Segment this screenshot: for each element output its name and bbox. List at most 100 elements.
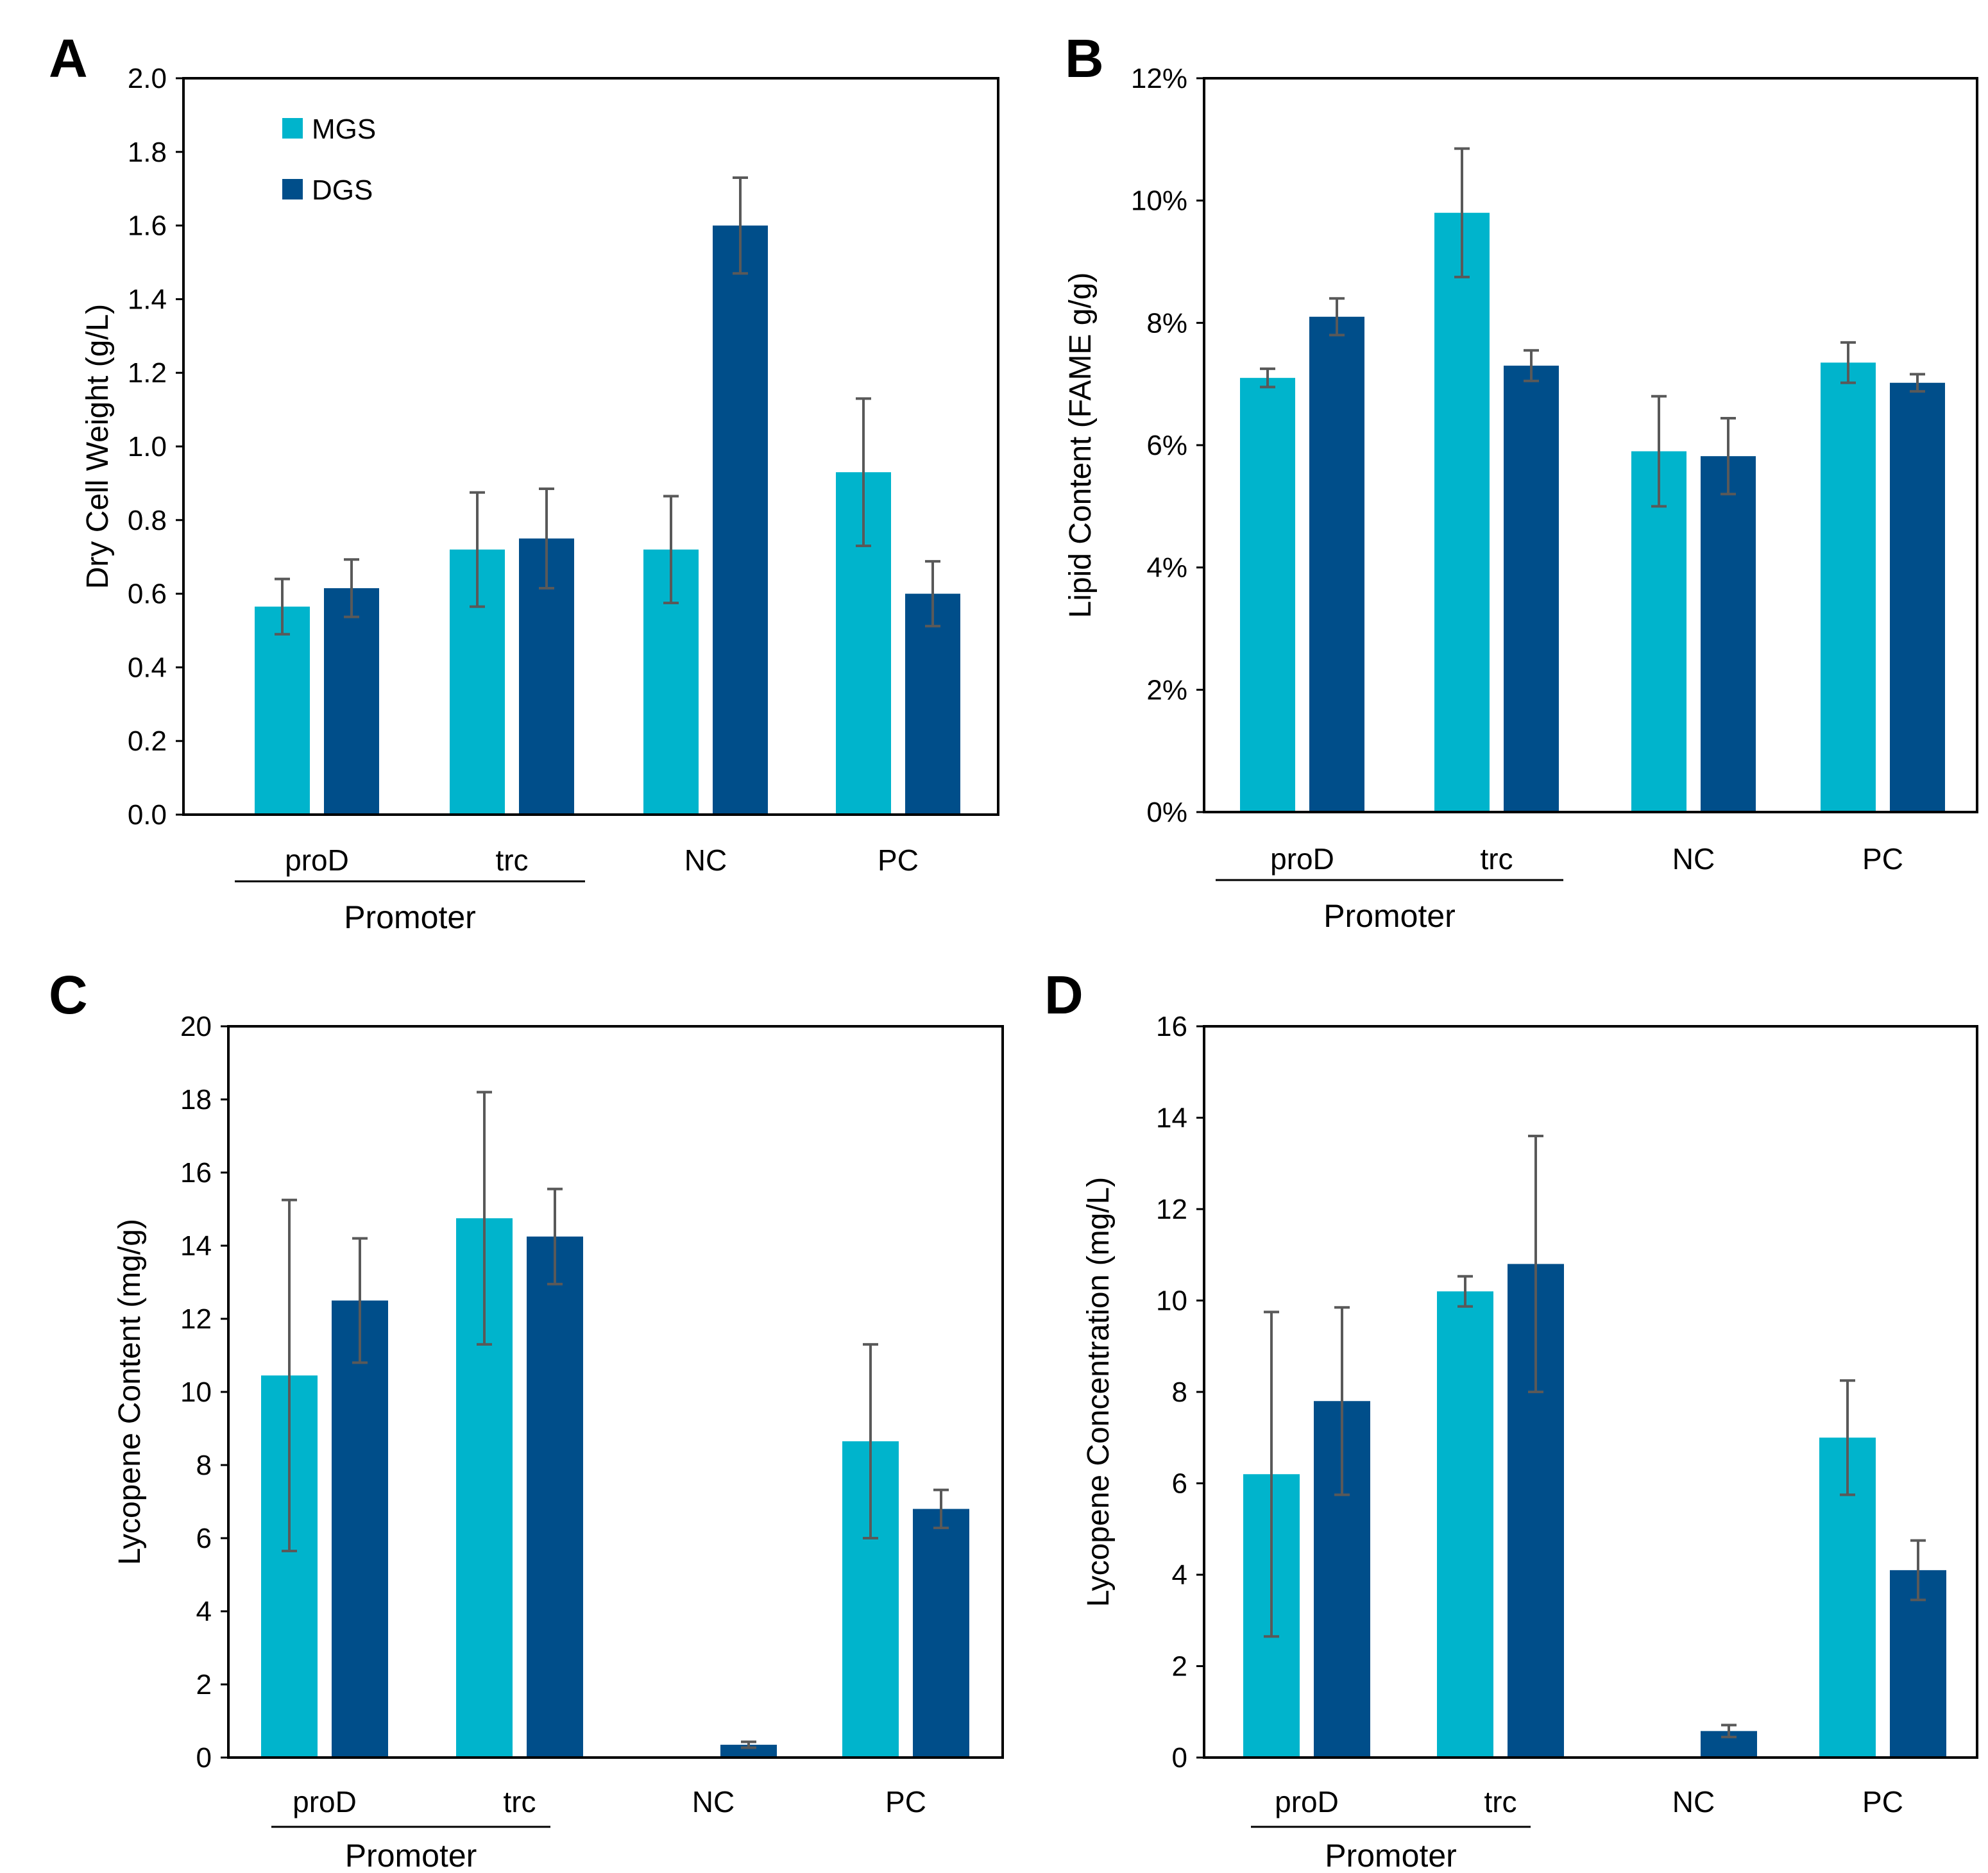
category-label: proD bbox=[1270, 842, 1334, 876]
bar-dgs-nc bbox=[1701, 456, 1756, 812]
chart-panel-a: A 0.0 0.2 0.4 0.6 0.8 1.0 1.2 1.4 1.6 1.8 2.0 Dry Ce… bbox=[49, 28, 999, 935]
error-bar-mgs-pc bbox=[856, 397, 871, 547]
y-tick-label: 0.8 bbox=[128, 505, 167, 536]
y-tick-label: 14 bbox=[1156, 1103, 1187, 1134]
y-tick-label: 2% bbox=[1146, 674, 1187, 706]
bar-mgs-nc bbox=[1631, 451, 1686, 812]
category-label: trc bbox=[1484, 1785, 1516, 1818]
y-tick-label: 8% bbox=[1146, 307, 1187, 339]
y-axis-title: Lipid Content (FAME g/g) bbox=[1064, 273, 1098, 618]
panel-letter: B bbox=[1065, 28, 1104, 89]
category-label: PC bbox=[1862, 1785, 1903, 1818]
error-bar-mgs-nc bbox=[1651, 394, 1667, 508]
bar-mgs-pc bbox=[1821, 362, 1876, 812]
bar-dgs-pc bbox=[905, 593, 960, 815]
error-bar-dgs-trc bbox=[539, 487, 554, 589]
y-tick-label: 4% bbox=[1146, 552, 1187, 584]
error-bar-mgs-pc bbox=[1840, 1379, 1855, 1496]
category-label: PC bbox=[1862, 842, 1903, 876]
error-bar-mgs-trc bbox=[477, 1090, 492, 1346]
category-label: proD bbox=[293, 1785, 357, 1818]
y-tick-label: 10 bbox=[180, 1377, 212, 1408]
error-bar-mgs-nc bbox=[663, 495, 679, 604]
y-tick-label: 16 bbox=[180, 1157, 212, 1189]
error-bar-dgs-prod bbox=[1329, 297, 1345, 337]
y-tick-label: 4 bbox=[196, 1596, 212, 1627]
error-bar-dgs-nc bbox=[1720, 417, 1736, 496]
legend-swatch-dgs bbox=[282, 179, 303, 199]
bar-mgs-trc bbox=[1434, 212, 1490, 812]
y-tick-label: 0 bbox=[1172, 1742, 1187, 1774]
error-bar-dgs-trc bbox=[547, 1187, 563, 1285]
error-bar-mgs-prod bbox=[275, 577, 290, 636]
panel-letter: D bbox=[1044, 965, 1083, 1025]
y-tick-label: 1.8 bbox=[128, 137, 167, 168]
y-tick-label: 20 bbox=[180, 1011, 212, 1042]
y-tick-label: 14 bbox=[180, 1230, 212, 1262]
y-tick-label: 12 bbox=[1156, 1194, 1187, 1225]
y-tick-label: 0% bbox=[1146, 797, 1187, 828]
category-label: PC bbox=[878, 843, 919, 877]
error-bar-mgs-pc bbox=[1840, 341, 1856, 384]
y-tick-label: 0 bbox=[196, 1742, 212, 1774]
category-label: NC bbox=[684, 843, 727, 877]
legend-swatch-mgs bbox=[282, 118, 303, 139]
y-tick-label: 1.2 bbox=[128, 357, 167, 389]
y-tick-label: 12 bbox=[180, 1303, 212, 1335]
y-axis-title: Lycopene Content (mg/g) bbox=[113, 1219, 147, 1565]
legend-label: MGS bbox=[312, 114, 376, 145]
category-label: trc bbox=[495, 843, 528, 877]
category-label: NC bbox=[1672, 842, 1715, 876]
error-bar-dgs-pc bbox=[925, 560, 940, 628]
y-tick-label: 8 bbox=[1172, 1377, 1187, 1408]
bar-mgs-prod bbox=[255, 606, 310, 815]
error-bar-dgs-prod bbox=[344, 558, 359, 618]
error-bar-dgs-pc bbox=[1910, 373, 1925, 393]
category-label: trc bbox=[503, 1785, 536, 1818]
error-bar-dgs-nc bbox=[741, 1740, 756, 1749]
error-bar-dgs-trc bbox=[1524, 349, 1539, 382]
error-bar-mgs-trc bbox=[470, 491, 485, 608]
bar-dgs-trc bbox=[1504, 366, 1559, 812]
category-label: proD bbox=[285, 843, 349, 877]
error-bar-dgs-prod bbox=[1334, 1306, 1350, 1496]
bar-mgs-trc bbox=[1437, 1291, 1493, 1758]
chart-panel-d: D 0 2 4 6 8 10 12 14 16 Lycopene Concentration (mg… bbox=[1044, 965, 1978, 1873]
error-bar-dgs-prod bbox=[352, 1237, 368, 1364]
y-axis-title: Dry Cell Weight (g/L) bbox=[81, 304, 115, 589]
group-label: Promoter bbox=[1325, 1838, 1457, 1873]
y-tick-label: 0.6 bbox=[128, 579, 167, 610]
chart-panel-b: B 0% 2% 4% 6% 8% 10% 12% Lipid Content (FAME g/g… bbox=[1064, 28, 1978, 934]
category-label: PC bbox=[885, 1785, 926, 1818]
y-tick-label: 12% bbox=[1131, 63, 1187, 94]
y-tick-label: 2.0 bbox=[128, 63, 167, 94]
y-tick-label: 2 bbox=[196, 1669, 212, 1700]
y-tick-label: 0.4 bbox=[128, 652, 167, 683]
y-tick-label: 8 bbox=[196, 1450, 212, 1481]
y-tick-label: 1.0 bbox=[128, 431, 167, 462]
y-tick-label: 2 bbox=[1172, 1651, 1187, 1682]
chart-panel-c: C 0 2 4 6 8 10 12 14 16 18 20 Lycopene Content (mg/g… bbox=[49, 965, 1004, 1873]
bar-mgs-prod bbox=[1240, 378, 1295, 812]
legend: MGS DGS bbox=[282, 114, 376, 206]
panel-letter: A bbox=[49, 28, 88, 89]
y-tick-label: 0.2 bbox=[128, 725, 167, 757]
bar-dgs-nc bbox=[713, 225, 768, 815]
y-axis-title: Lycopene Concentration (mg/L) bbox=[1082, 1177, 1116, 1607]
error-bar-dgs-trc bbox=[1528, 1135, 1543, 1393]
bar-dgs-pc bbox=[1890, 382, 1945, 812]
category-label: NC bbox=[692, 1785, 735, 1818]
bar-dgs-prod bbox=[332, 1300, 388, 1758]
panel-letter: C bbox=[49, 965, 88, 1025]
y-tick-label: 1.4 bbox=[128, 284, 167, 315]
group-label: Promoter bbox=[345, 1838, 477, 1873]
legend-label: DGS bbox=[312, 174, 373, 206]
bar-dgs-prod bbox=[324, 588, 379, 815]
error-bar-mgs-trc bbox=[1457, 1275, 1473, 1308]
bar-dgs-prod bbox=[1309, 316, 1364, 812]
error-bar-dgs-nc bbox=[1721, 1724, 1737, 1738]
error-bar-dgs-pc bbox=[1910, 1539, 1926, 1602]
y-tick-label: 6 bbox=[196, 1523, 212, 1554]
error-bar-mgs-prod bbox=[282, 1198, 297, 1552]
